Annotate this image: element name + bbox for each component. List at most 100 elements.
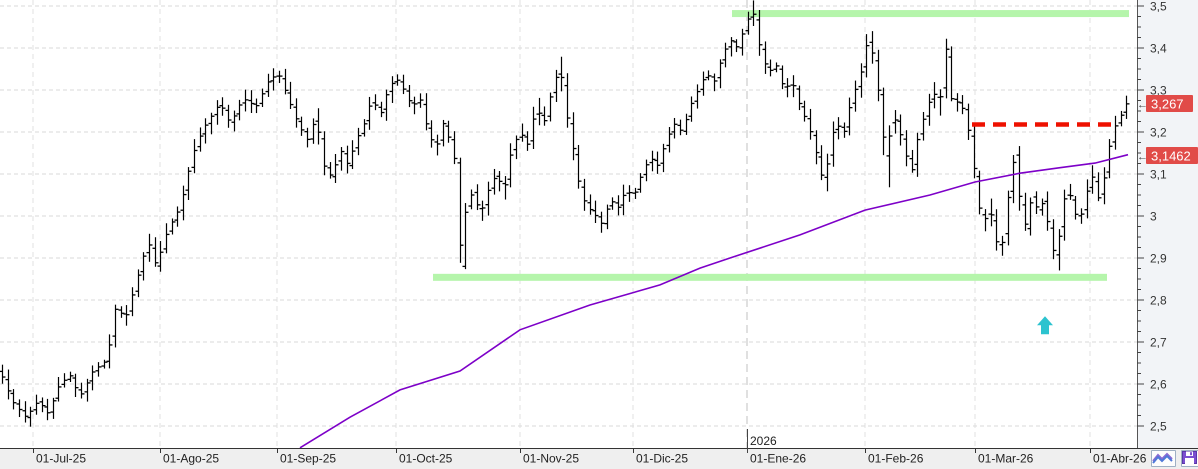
y-tick-label: 2,5 <box>1150 420 1167 434</box>
ohlc-bar <box>875 49 882 102</box>
x-tick-label: 01-Jul-25 <box>36 452 86 466</box>
ohlc-bar <box>1078 208 1085 224</box>
ohlc-bar <box>1123 95 1130 119</box>
ohlc-bar <box>406 85 413 108</box>
ohlc-bar <box>502 176 509 200</box>
ohlc-bar <box>824 153 831 192</box>
ohlc-bar <box>717 59 724 89</box>
ohlc-bar <box>637 173 644 193</box>
ohlc-bar <box>903 130 910 167</box>
ohlc-bar <box>197 127 204 152</box>
zigzag-icon <box>1152 452 1173 464</box>
ohlc-bar <box>321 131 328 176</box>
ohlc-bar <box>55 377 62 402</box>
price-bars <box>0 0 1130 427</box>
ohlc-bar <box>926 93 933 126</box>
ohlc-bar <box>1039 198 1046 216</box>
ohlc-bar <box>948 46 955 102</box>
ohlc-bar <box>632 187 639 199</box>
save-button[interactable] <box>1181 450 1198 467</box>
date-axis[interactable]: 01-Jul-25 01-Ago-25 01-Sep-25 01-Oct-25 01-N… <box>0 429 1198 466</box>
ohlc-bar <box>626 185 633 202</box>
ohlc-bar <box>208 112 215 135</box>
ohlc-bar <box>519 123 526 142</box>
ohlc-bar <box>118 306 125 318</box>
ohlc-bar <box>310 118 317 144</box>
ohlc-bar <box>1072 195 1079 220</box>
ohlc-bar <box>106 334 113 369</box>
ohlc-bar <box>587 194 594 215</box>
ohlc-bar <box>236 99 243 121</box>
ohlc-bar <box>445 120 452 143</box>
ohlc-bar <box>349 140 356 170</box>
annotations <box>972 122 1117 335</box>
ohlc-bar <box>265 73 272 97</box>
y-tick-label: 2,7 <box>1150 336 1167 350</box>
ohlc-bar <box>553 69 560 102</box>
ohlc-bar <box>411 96 418 115</box>
ohlc-bar <box>1067 183 1074 200</box>
horizontal-gridlines <box>0 5 1137 427</box>
ohlc-bar <box>796 85 803 111</box>
ohlc-bar <box>378 101 385 118</box>
ohlc-bar <box>880 87 887 156</box>
ohlc-bar <box>327 162 334 179</box>
ohlc-bar <box>315 108 322 145</box>
ohlc-bar <box>649 150 656 172</box>
ohlc-bar <box>762 41 769 74</box>
ohlc-bar <box>479 200 486 221</box>
ohlc-bar <box>858 63 865 98</box>
ohlc-bar <box>72 373 79 397</box>
x-tick-label: 01-Sep-25 <box>280 452 336 466</box>
ohlc-bar <box>434 134 441 156</box>
y-tick-label: 3,3 <box>1150 84 1167 98</box>
ohlc-bar <box>886 125 893 188</box>
ohlc-bar <box>298 116 305 136</box>
ohlc-bar <box>95 362 102 377</box>
ohlc-bar <box>722 42 729 68</box>
ohlc-bar <box>671 117 678 139</box>
ohlc-bar <box>225 104 232 128</box>
ohlc-bar <box>366 96 373 130</box>
ohlc-bar <box>683 113 690 135</box>
ohlc-bar <box>5 369 12 400</box>
support-resistance-bands <box>433 10 1129 281</box>
price-axis[interactable]: 3,5 3,4 3,3 3,2 3,1 3 2,9 2,8 2,7 2,6 2,5 <box>1137 0 1167 448</box>
ohlc-bar <box>604 204 611 230</box>
ohlc-bar <box>954 93 961 112</box>
ohlc-bar <box>733 39 740 53</box>
ohlc-bar <box>1118 110 1125 127</box>
ohlc-bar <box>513 135 520 160</box>
ohlc-bar <box>157 241 164 272</box>
ohlc-bar <box>931 82 938 109</box>
ohlc-bar <box>660 143 667 173</box>
resistance-band <box>732 10 1129 18</box>
y-tick-label: 2,6 <box>1150 378 1167 392</box>
ohlc-bar <box>711 73 718 92</box>
x-tick-label: 01-Feb-26 <box>868 452 924 466</box>
ohlc-bar <box>89 365 96 391</box>
ohlc-bar <box>462 203 469 270</box>
ohlc-bar <box>361 119 368 137</box>
ohlc-bar <box>140 252 147 281</box>
ohlc-bar <box>202 118 209 144</box>
ohlc-bar <box>1084 179 1091 219</box>
ohlc-bar <box>937 89 944 116</box>
chart-style-button[interactable] <box>1151 450 1176 467</box>
ohlc-bar <box>914 132 921 177</box>
ohlc-bar <box>558 56 565 92</box>
ohlc-bar <box>400 74 407 95</box>
x-tick-label: 01-Abr-26 <box>1093 452 1147 466</box>
ohlc-bar <box>530 106 537 149</box>
y-tick-label: 3 <box>1150 210 1157 224</box>
ohlc-bar <box>372 94 379 111</box>
y-tick-label: 2,9 <box>1150 252 1167 266</box>
ohlc-bar <box>920 111 927 141</box>
x-tick-label: 01-Oct-25 <box>399 452 453 466</box>
y-tick-label: 3,2 <box>1150 126 1167 140</box>
ohlc-bar <box>909 149 916 173</box>
x-tick-label: 01-Dic-25 <box>636 452 688 466</box>
ohlc-bar <box>700 71 707 96</box>
ohlc-bar <box>745 11 752 35</box>
